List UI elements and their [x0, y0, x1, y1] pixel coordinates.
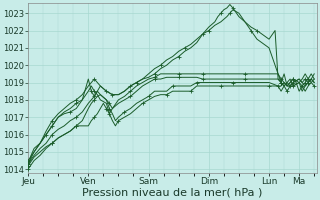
X-axis label: Pression niveau de la mer( hPa ): Pression niveau de la mer( hPa )	[83, 187, 263, 197]
